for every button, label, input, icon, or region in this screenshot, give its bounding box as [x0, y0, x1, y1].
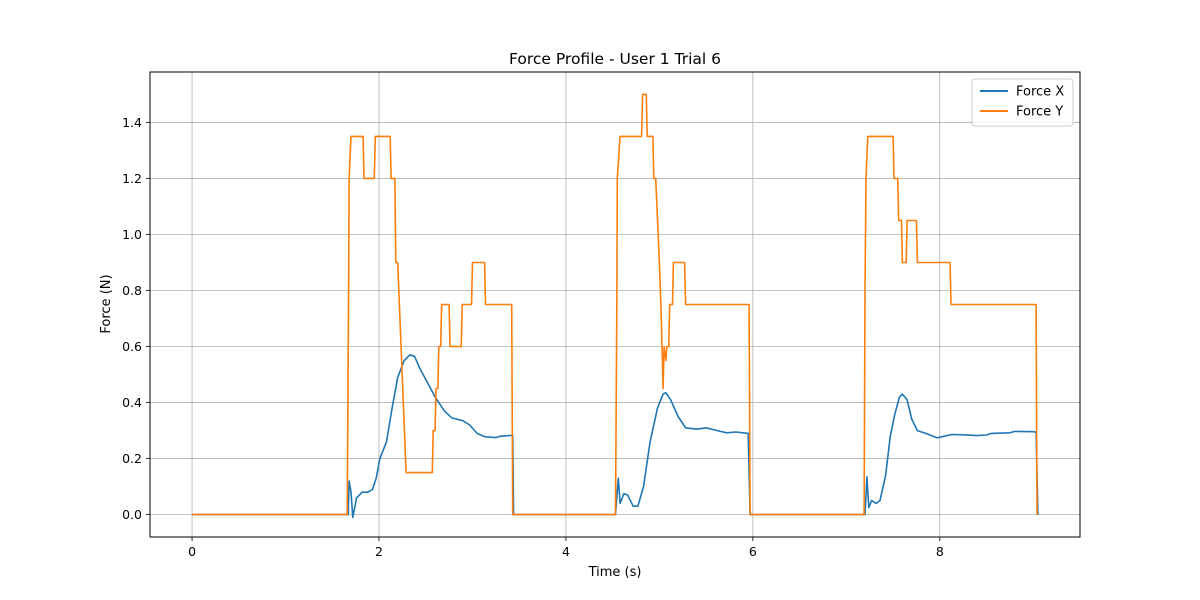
x-axis-ticks: 0 2 4 6 8 [188, 537, 944, 559]
legend: Force X Force Y [971, 78, 1074, 127]
x-tick-label: 8 [936, 544, 944, 559]
y-tick-label: 0.0 [122, 507, 142, 522]
y-tick-label: 0.4 [122, 395, 142, 410]
x-axis-label: Time (s) [588, 565, 642, 580]
y-tick-label: 0.2 [122, 451, 142, 466]
chart-title: Force Profile - User 1 Trial 6 [509, 50, 721, 68]
y-tick-label: 0.6 [122, 339, 142, 354]
plot-frame [149, 71, 1081, 538]
x-tick-label: 0 [188, 544, 196, 559]
y-tick-label: 0.8 [122, 283, 142, 298]
y-axis-label: Force (N) [99, 274, 114, 333]
series-line-force-x [192, 354, 1039, 519]
grid-lines [150, 72, 1080, 537]
y-tick-label: 1.2 [122, 171, 142, 186]
y-tick-label: 1.0 [122, 227, 142, 242]
legend-label-force-y: Force Y [1016, 105, 1063, 120]
x-tick-label: 2 [375, 544, 383, 559]
y-axis-ticks: 0.0 0.2 0.4 0.6 0.8 1.0 1.2 1.4 [122, 115, 150, 522]
x-tick-label: 4 [562, 544, 570, 559]
series-line-force-y [192, 93, 1038, 516]
series-lines [192, 93, 1039, 519]
y-tick-label: 1.4 [122, 115, 142, 130]
x-tick-label: 6 [749, 544, 757, 559]
legend-label-force-x: Force X [1016, 85, 1064, 100]
